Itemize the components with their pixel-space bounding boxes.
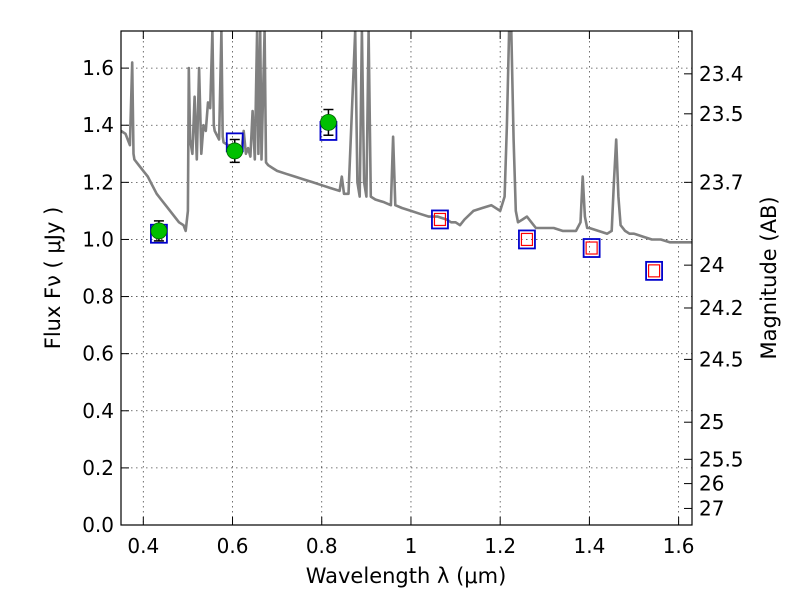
model-band-marker (645, 260, 663, 281)
y-tick-label: 1.0 (82, 227, 114, 251)
plot-data (121, 31, 692, 281)
y-tick-label: 1.6 (82, 56, 114, 80)
grid (121, 31, 692, 526)
mag-tick-label: 23.4 (699, 62, 744, 86)
mag-tick-label: 27 (699, 496, 724, 520)
model-band-marker (431, 209, 449, 230)
plot-frame (120, 30, 693, 526)
mag-tick-label: 24 (699, 253, 724, 277)
y-tick-label: 0.6 (82, 342, 114, 366)
axis-ticks: 0.4 0.6 0.8 1 1.2 1.4 1.6 0.0 0.2 0.4 0.6 0.8 1.0 1.2… (82, 31, 744, 558)
mag-tick-label: 26 (699, 472, 724, 496)
model-inner-marker (520, 232, 534, 247)
y-tick-label: 1.2 (82, 170, 114, 194)
observed-point (226, 142, 244, 160)
y2-axis-title: Magnitude (AB) (757, 196, 781, 359)
mag-tick-label: 24.5 (699, 347, 744, 371)
x-tick-label: 1.6 (663, 534, 695, 558)
mag-tick-label: 24.2 (699, 296, 744, 320)
observed-point (320, 113, 337, 131)
y-tick-label: 1.4 (82, 113, 114, 137)
model-spectrum-line (121, 31, 692, 244)
x-tick-label: 1.2 (484, 534, 516, 558)
model-inner-marker (585, 241, 598, 255)
x-tick-label: 1.4 (573, 534, 605, 558)
observed-point (150, 222, 168, 240)
x-tick-label: 0.6 (217, 534, 249, 558)
x-axis-title: Wavelength λ (μm) (306, 564, 507, 588)
y-axis-title: Flux Fν ( μJy ) (41, 207, 65, 350)
x-tick-label: 1 (405, 534, 418, 558)
y-tick-label: 0.2 (82, 456, 114, 480)
y-tick-label: 0.0 (82, 513, 114, 537)
mag-tick-label: 25.5 (699, 447, 744, 471)
x-tick-label: 0.8 (306, 534, 338, 558)
model-inner-marker (433, 212, 447, 227)
mag-tick-label: 25 (699, 410, 724, 434)
model-band-marker (518, 229, 536, 250)
x-tick-label: 0.4 (127, 534, 159, 558)
y-tick-label: 0.8 (82, 285, 114, 309)
mag-tick-label: 23.7 (699, 170, 744, 194)
model-inner-marker (647, 264, 661, 278)
y-tick-label: 0.4 (82, 399, 114, 423)
model-band-marker (582, 238, 601, 258)
mag-tick-label: 23.5 (699, 102, 744, 126)
